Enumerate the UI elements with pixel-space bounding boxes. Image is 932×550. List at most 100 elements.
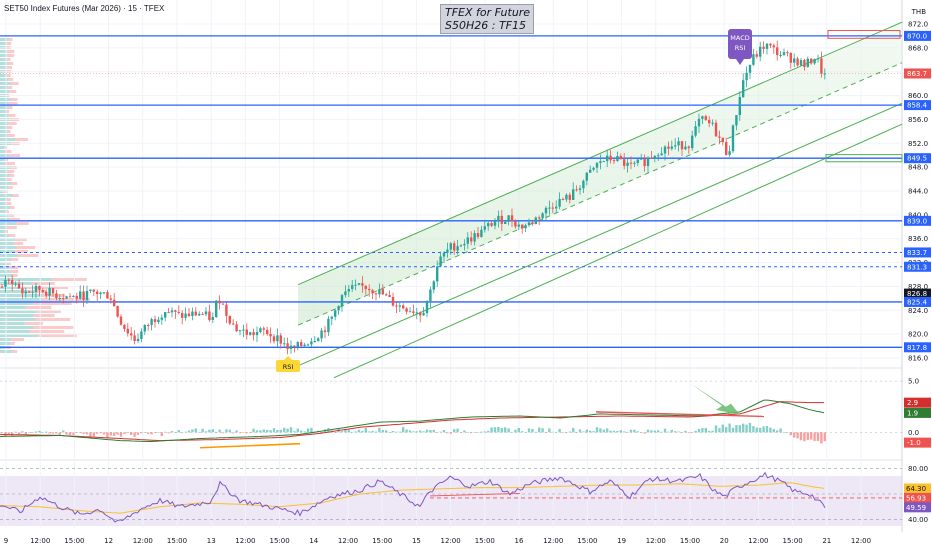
- rsi-tag-label: RSI: [283, 363, 294, 371]
- candle-body: [772, 45, 775, 48]
- macd-histogram-bar: [677, 431, 680, 433]
- macd-histogram-bar: [582, 431, 585, 433]
- profile-bar-sell: [41, 298, 90, 301]
- macd-histogram-bar: [402, 427, 405, 433]
- candle-body: [786, 52, 789, 54]
- price-tick-label: 872.0: [908, 20, 928, 28]
- macd-histogram-bar: [725, 426, 728, 433]
- macd-histogram-bar: [96, 432, 99, 434]
- macd-histogram-bar: [663, 428, 667, 433]
- candle-body: [320, 330, 323, 339]
- orange-trendline: [199, 442, 301, 449]
- macd-histogram-bar: [51, 432, 55, 434]
- candle-body: [806, 58, 809, 67]
- macd-histogram-bar: [640, 432, 643, 433]
- candle-body: [589, 169, 592, 173]
- macd-histogram-bar: [215, 432, 218, 433]
- candle-body: [153, 319, 157, 322]
- candle-body: [442, 252, 446, 257]
- candle-body: [255, 332, 259, 336]
- time-tick-label: 15:00: [577, 537, 597, 545]
- candle-body: [555, 206, 558, 209]
- candle-body: [340, 295, 344, 307]
- candle-body: [368, 289, 371, 291]
- macd-histogram-bar: [510, 431, 514, 433]
- macd-histogram-bar: [561, 432, 565, 433]
- candle-body: [211, 317, 214, 320]
- macd-line: [0, 399, 825, 442]
- profile-bar-sell: [11, 82, 19, 85]
- candle-body: [796, 58, 799, 66]
- rsi-value-box: [904, 502, 931, 513]
- green-arrow: [690, 383, 740, 415]
- profile-bar-buy: [0, 326, 34, 329]
- candle-body: [544, 207, 548, 214]
- macd-histogram-bar: [191, 429, 194, 433]
- candle-body: [466, 237, 469, 244]
- macd-histogram-bar: [164, 431, 167, 433]
- macd-histogram-bar: [527, 428, 531, 433]
- candle-body: [293, 345, 296, 347]
- candle-body: [606, 155, 609, 162]
- macd-value-text: 1.9: [907, 409, 918, 417]
- watermark-line-2: S50H26 : TF15: [445, 19, 526, 32]
- macd-histogram-bar: [429, 430, 432, 433]
- macd-histogram-bar: [31, 432, 34, 433]
- macd-histogram-bar: [592, 431, 595, 433]
- profile-bar-buy: [0, 242, 14, 245]
- macd-histogram-bar: [762, 426, 765, 433]
- macd-histogram-bar: [109, 432, 112, 436]
- profile-bar-sell: [9, 218, 20, 221]
- candle-body: [143, 325, 146, 332]
- candle-body: [538, 217, 541, 219]
- candle-body: [694, 126, 697, 136]
- macd-histogram-bar: [796, 432, 799, 439]
- candle-body: [65, 296, 68, 299]
- macd-histogram-bar: [0, 432, 4, 433]
- profile-bar-sell: [7, 106, 13, 109]
- macd-histogram-bar: [232, 432, 235, 434]
- macd-histogram-bar: [34, 431, 38, 433]
- candle-body: [541, 213, 544, 219]
- price-label-text: 817.8: [907, 344, 927, 352]
- profile-bar-buy: [0, 126, 8, 129]
- watermark-box: TFEX for Future S50H26 : TF15: [440, 4, 534, 34]
- candle-body: [96, 291, 99, 295]
- macd-histogram-bar: [816, 432, 820, 441]
- candle-body: [487, 223, 490, 227]
- macd-histogram-bar: [289, 427, 293, 433]
- candle-body: [660, 153, 663, 156]
- price-label-box: [904, 215, 931, 226]
- macd-histogram-bar: [670, 429, 673, 433]
- profile-bar-sell: [12, 274, 18, 277]
- candle-body: [266, 329, 269, 335]
- candle-body: [361, 283, 364, 286]
- macd-histogram-bar: [228, 429, 231, 433]
- candle-body: [602, 161, 605, 163]
- profile-bar-buy: [0, 174, 10, 177]
- candle-body: [323, 330, 327, 333]
- macd-histogram-bar: [820, 432, 823, 444]
- price-label-box: [904, 68, 931, 79]
- macd-histogram-bar: [432, 429, 435, 433]
- candle-body: [167, 312, 170, 314]
- candle-body: [820, 58, 823, 74]
- profile-bar-sell: [8, 266, 19, 269]
- macd-histogram-bar: [391, 431, 395, 433]
- macd-histogram-bar: [721, 424, 724, 433]
- profile-bar-sell: [5, 198, 11, 201]
- macd-histogram-bar: [242, 432, 245, 433]
- profile-bar-sell: [7, 130, 11, 133]
- time-tick-label: 21: [822, 537, 831, 545]
- macd-histogram-bar: [385, 430, 388, 433]
- candle-body: [79, 291, 82, 299]
- profile-bar-buy: [0, 58, 7, 61]
- time-tick-label: 15:00: [680, 537, 700, 545]
- price-tick-label: 860.0: [908, 92, 928, 100]
- candle-body: [215, 300, 218, 317]
- candle-body: [636, 159, 639, 163]
- profile-bar-sell: [15, 246, 36, 249]
- profile-bar-sell: [6, 66, 12, 69]
- profile-bar-sell: [5, 74, 11, 77]
- candle-body: [646, 157, 650, 167]
